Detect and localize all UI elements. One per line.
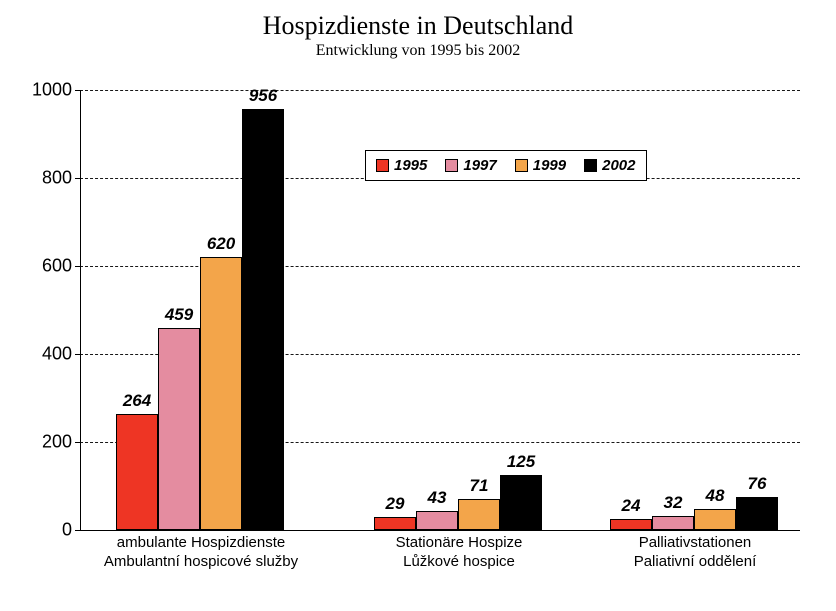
legend-item: 2002 — [584, 157, 635, 174]
chart-title-block: Hospizdienste in Deutschland Entwicklung… — [0, 12, 836, 60]
legend-label: 1995 — [394, 157, 427, 174]
legend-item: 1995 — [376, 157, 427, 174]
legend-item: 1997 — [445, 157, 496, 174]
bar: 43 — [416, 511, 458, 530]
bar-value-label: 459 — [165, 305, 193, 325]
bar-value-label: 48 — [706, 486, 725, 506]
chart-title: Hospizdienste in Deutschland — [0, 12, 836, 41]
bar-value-label: 620 — [207, 234, 235, 254]
bar-value-label: 32 — [664, 493, 683, 513]
bar: 32 — [652, 516, 694, 530]
ytick-label: 800 — [42, 168, 80, 189]
bar-value-label: 71 — [470, 476, 489, 496]
bar: 76 — [736, 497, 778, 530]
x-category-label: PalliativstationenPaliativní oddělení — [590, 530, 800, 572]
legend-label: 1997 — [463, 157, 496, 174]
bar-value-label: 956 — [249, 86, 277, 106]
bar: 125 — [500, 475, 542, 530]
legend-swatch — [584, 159, 597, 172]
chart-container: Hospizdienste in Deutschland Entwicklung… — [0, 0, 836, 611]
legend: 1995 1997 1999 2002 — [365, 150, 647, 181]
bar: 71 — [458, 499, 500, 530]
bar: 29 — [374, 517, 416, 530]
ytick-label: 600 — [42, 256, 80, 277]
x-category-line2: Ambulantní hospicové služby — [96, 553, 306, 572]
bar: 956 — [242, 109, 284, 530]
bar-value-label: 29 — [386, 494, 405, 514]
bar-value-label: 264 — [123, 391, 151, 411]
bar-value-label: 43 — [428, 488, 447, 508]
ytick-label: 0 — [62, 520, 80, 541]
bar-value-label: 125 — [507, 452, 535, 472]
legend-label: 1999 — [533, 157, 566, 174]
bar-value-label: 76 — [748, 474, 767, 494]
bar: 264 — [116, 414, 158, 530]
chart-subtitle: Entwicklung von 1995 bis 2002 — [0, 41, 836, 60]
legend-swatch — [445, 159, 458, 172]
x-category-line1: Palliativstationen — [590, 534, 800, 553]
bar: 620 — [200, 257, 242, 530]
bar: 48 — [694, 509, 736, 530]
ytick-label: 1000 — [32, 80, 80, 101]
legend-swatch — [515, 159, 528, 172]
x-category-label: Stationäre HospizeLůžkové hospice — [354, 530, 564, 572]
legend-item: 1999 — [515, 157, 566, 174]
legend-swatch — [376, 159, 389, 172]
x-category-label: ambulante HospizdiensteAmbulantní hospic… — [96, 530, 306, 572]
ytick-label: 200 — [42, 432, 80, 453]
bar: 459 — [158, 328, 200, 530]
y-axis — [80, 90, 81, 530]
x-category-line1: Stationäre Hospize — [354, 534, 564, 553]
ytick-label: 400 — [42, 344, 80, 365]
x-category-line1: ambulante Hospizdienste — [96, 534, 306, 553]
gridline — [80, 266, 800, 267]
legend-label: 2002 — [602, 157, 635, 174]
x-category-line2: Paliativní oddělení — [590, 553, 800, 572]
bar: 24 — [610, 519, 652, 530]
x-category-line2: Lůžkové hospice — [354, 553, 564, 572]
bar-value-label: 24 — [622, 496, 641, 516]
gridline — [80, 90, 800, 91]
